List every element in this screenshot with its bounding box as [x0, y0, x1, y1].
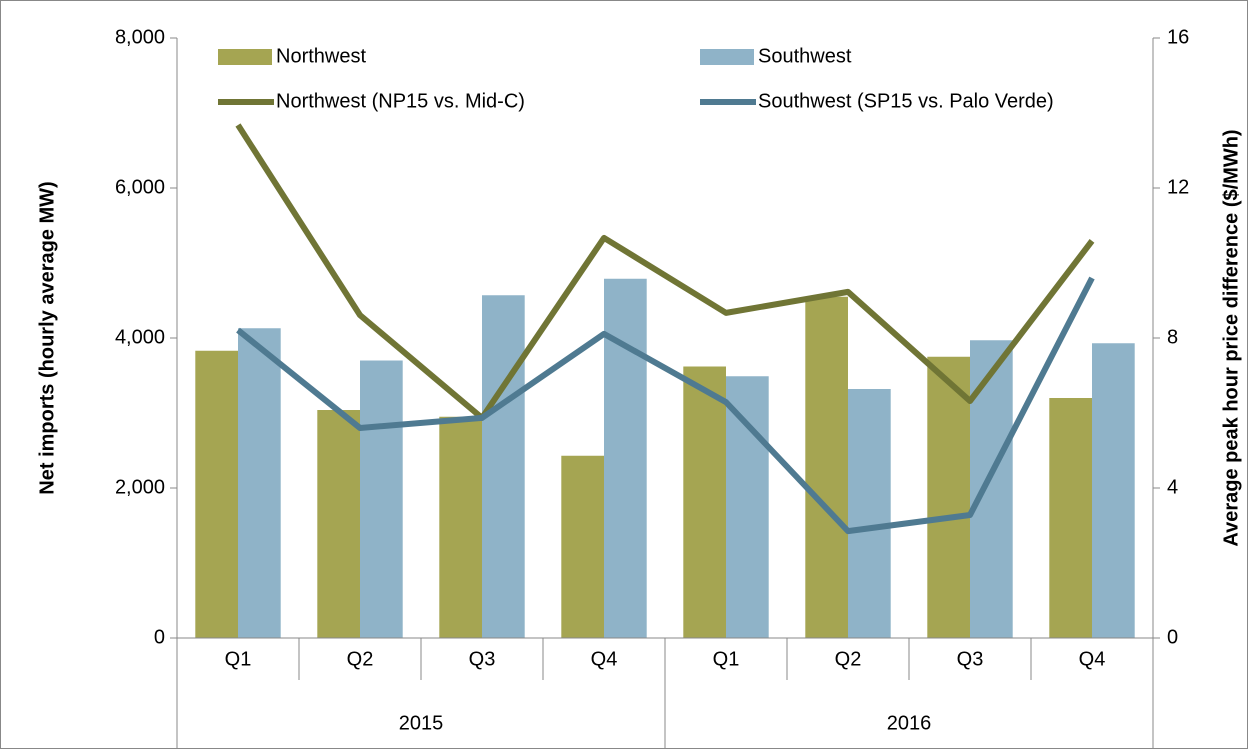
bar	[927, 356, 970, 638]
y-tick-label: 8,000	[115, 26, 165, 48]
x-group-label: 2016	[887, 712, 932, 734]
y2-tick-label: 0	[1167, 626, 1178, 648]
y2-tick-label: 16	[1167, 26, 1189, 48]
bar	[439, 416, 482, 638]
y-tick-label: 0	[154, 626, 165, 648]
y2-tick-label: 4	[1167, 476, 1178, 498]
y-tick-label: 4,000	[115, 326, 165, 348]
legend-swatch	[700, 49, 754, 65]
y2-tick-label: 12	[1167, 176, 1189, 198]
y-tick-label: 6,000	[115, 176, 165, 198]
bar	[1049, 398, 1092, 638]
bar	[360, 360, 403, 638]
line	[236, 276, 1095, 535]
legend-label: Northwest	[276, 45, 366, 67]
bar	[561, 455, 604, 638]
x-tick-label: Q2	[835, 648, 862, 670]
bar	[805, 296, 848, 638]
x-tick-label: Q4	[591, 648, 618, 670]
bar	[726, 376, 769, 638]
y-axis-title: Net imports (hourly average MW)	[36, 181, 58, 494]
y-tick-label: 2,000	[115, 476, 165, 498]
x-tick-label: Q3	[469, 648, 496, 670]
line	[235, 123, 1095, 421]
x-tick-label: Q2	[347, 648, 374, 670]
legend-swatch	[218, 49, 272, 65]
bar	[970, 340, 1013, 638]
legend-label: Northwest (NP15 vs. Mid-C)	[276, 90, 525, 112]
x-tick-label: Q4	[1079, 648, 1106, 670]
x-tick-label: Q1	[225, 648, 252, 670]
x-tick-label: Q1	[713, 648, 740, 670]
y2-tick-label: 8	[1167, 326, 1178, 348]
x-tick-label: Q3	[957, 648, 984, 670]
bar	[238, 328, 281, 638]
bar	[195, 350, 238, 638]
bar	[482, 295, 525, 638]
x-group-label: 2015	[399, 712, 444, 734]
bar	[604, 278, 647, 638]
bar	[683, 366, 726, 638]
bar	[1092, 343, 1135, 638]
y2-axis-title: Average peak hour price difference ($/MW…	[1220, 129, 1242, 546]
bar	[317, 410, 360, 638]
bar	[848, 389, 891, 638]
legend-label: Southwest (SP15 vs. Palo Verde)	[758, 90, 1054, 112]
legend-label: Southwest	[758, 45, 852, 67]
